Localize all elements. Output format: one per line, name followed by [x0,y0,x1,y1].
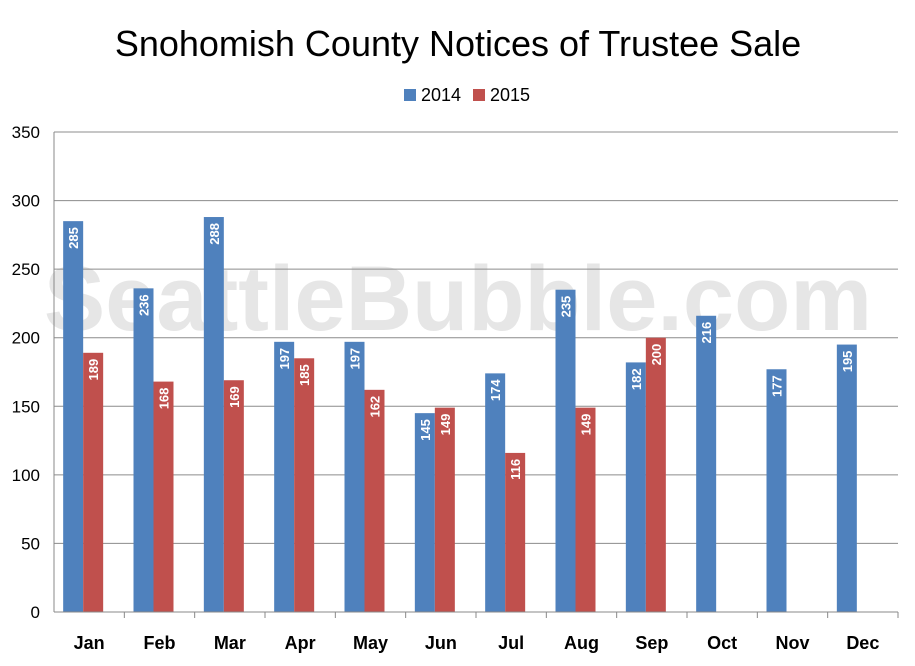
legend-swatch-2015 [473,89,485,101]
bar-2015-Aug [575,407,596,612]
bar-2014-Feb [133,288,154,612]
x-tick-label: Oct [707,633,737,653]
bar-2014-Mar [203,217,224,612]
data-label: 197 [277,348,292,370]
bar-2014-Nov [766,369,787,612]
data-label: 236 [137,294,152,316]
bar-2015-May [364,389,385,612]
legend-swatch-2014 [404,89,416,101]
bar-2015-Apr [294,358,315,612]
x-tick-label: May [353,633,388,653]
data-label: 177 [770,375,785,397]
x-tick-label: Apr [285,633,316,653]
bar-2015-Sep [645,337,666,612]
data-label: 285 [66,227,81,249]
watermark: SeattleBubble.com [44,248,872,350]
bar-2015-Jun [434,407,455,612]
data-label: 189 [86,359,101,381]
data-label: 149 [438,414,453,436]
bar-2014-Sep [625,362,646,612]
data-label: 162 [368,396,383,418]
bar-2014-Dec [836,344,857,612]
bar-2014-Jan [63,221,84,612]
data-label: 169 [227,386,242,408]
x-tick-label: Aug [564,633,599,653]
x-tick-label: Nov [775,633,809,653]
data-label: 200 [649,344,664,366]
data-label: 185 [297,364,312,386]
data-label: 168 [157,388,172,410]
data-label: 197 [348,348,363,370]
chart-title: Snohomish County Notices of Trustee Sale [115,23,801,64]
bar-2015-Jan [83,352,104,612]
data-label: 288 [207,223,222,245]
legend-label: 2014 [421,85,461,105]
y-tick-label: 150 [12,397,40,416]
x-tick-label: Sep [635,633,668,653]
legend: 2014 2015 [404,85,530,105]
x-tick-label: Feb [143,633,175,653]
bar-2015-Mar [223,380,244,612]
bar-2014-Jul [485,373,506,612]
y-tick-label: 0 [31,603,40,622]
x-tick-label: Dec [846,633,879,653]
bar-2015-Jul [505,452,526,612]
y-tick-label: 200 [12,329,40,348]
data-label: 116 [508,459,523,480]
bar-2014-Oct [696,315,717,612]
data-label: 145 [418,419,433,441]
data-label: 174 [488,379,503,401]
x-tick-label: Jul [498,633,524,653]
bar-2014-May [344,341,365,612]
data-label: 195 [840,351,855,373]
x-tick-label: Mar [214,633,246,653]
gridlines [54,131,898,544]
y-axis-ticks: 0 50 100 150 200 250 300 350 [12,123,40,622]
data-label: 235 [559,296,574,318]
y-tick-label: 350 [12,123,40,142]
bar-2014-Jun [414,413,435,612]
x-tick-label: Jun [425,633,457,653]
x-tick-label: Jan [74,633,105,653]
data-label: 182 [629,368,644,390]
bar-2014-Apr [274,341,295,612]
y-tick-label: 300 [12,192,40,211]
data-label: 216 [699,322,714,344]
y-tick-label: 50 [21,534,40,553]
bars: 285 189 236 168 288 169 197 185 197 162 145 149 174 1… [63,217,857,612]
y-tick-label: 250 [12,260,40,279]
data-label: 149 [579,414,594,436]
bar-2015-Feb [153,381,174,612]
y-tick-label: 100 [12,466,40,485]
x-axis-ticks: Jan Feb Mar Apr May Jun Jul Aug Sep Oct Nov Dec [74,612,899,653]
legend-label: 2015 [490,85,530,105]
bar-2014-Aug [555,289,576,612]
